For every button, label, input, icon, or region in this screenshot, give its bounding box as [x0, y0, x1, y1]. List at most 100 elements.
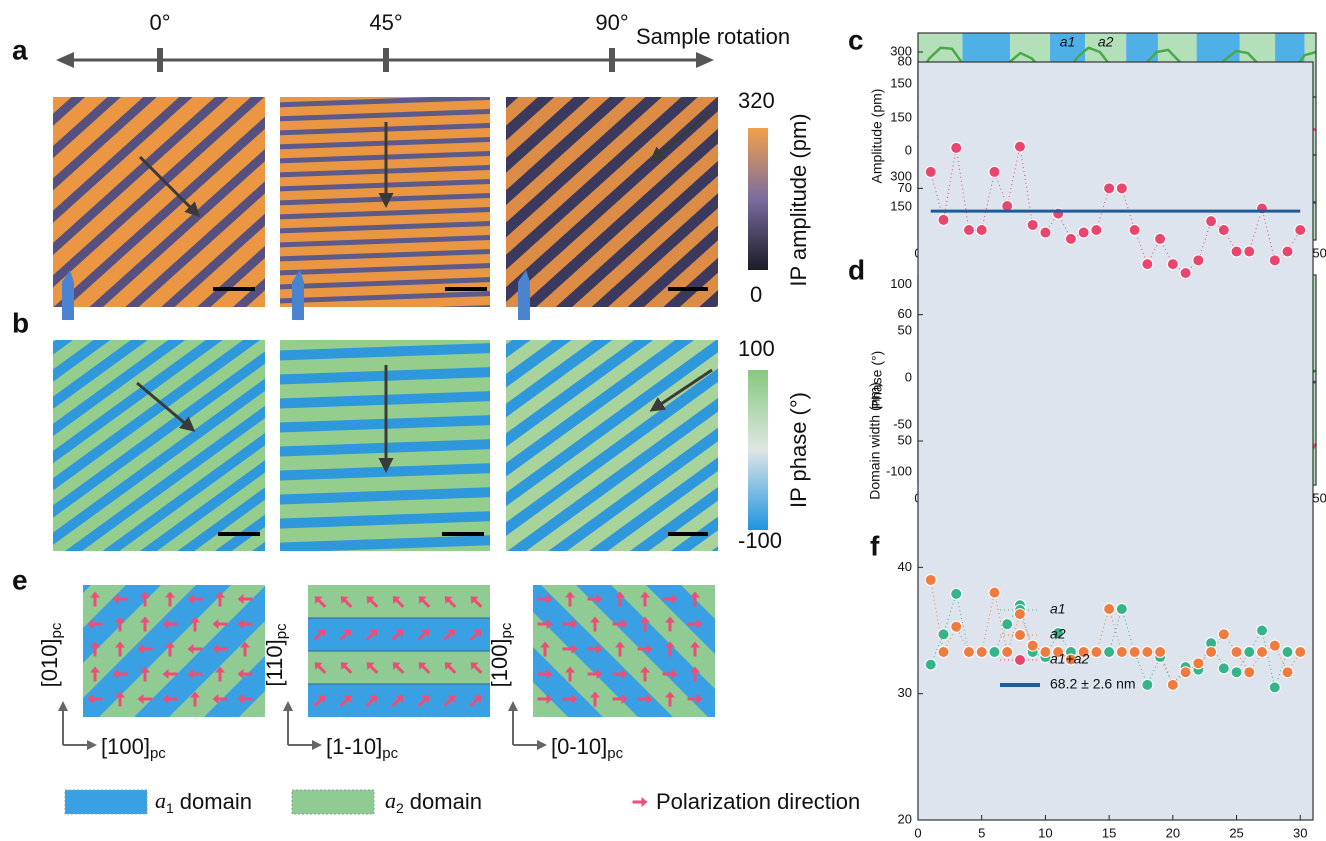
data-point [924, 165, 937, 178]
polarization-arrowhead [641, 797, 648, 807]
axis-subscript: pc [382, 745, 398, 762]
x-tick-label: 0 [914, 825, 921, 840]
legend-marker [1014, 629, 1026, 641]
polarization-arrowhead [665, 641, 675, 648]
polarization-arrowhead [665, 616, 675, 623]
data-point [1192, 657, 1205, 670]
polarization-arrowhead [395, 629, 404, 637]
legend-text: domain [180, 789, 252, 814]
data-point [1179, 666, 1192, 679]
y-axis-label: Phase (°) [869, 351, 885, 410]
crystal-axis-label: [100]pc [101, 734, 166, 762]
legend-subscript: 1 [166, 800, 174, 816]
direction-arrow [649, 368, 713, 412]
data-point [1179, 266, 1192, 279]
polarization-arrowhead [240, 641, 250, 648]
polarization-arrowhead [340, 596, 349, 604]
polarization-arrowhead [87, 619, 94, 629]
y-tick-label: 20 [898, 811, 912, 826]
domain-diagram [308, 585, 490, 717]
y-axis-label: Amplitude (pm) [869, 89, 885, 184]
angle-label: 0° [149, 10, 170, 35]
polarization-arrow [394, 598, 405, 608]
data-point [1217, 662, 1230, 675]
polarization-arrowhead [212, 644, 219, 654]
polarization-arrowhead [395, 695, 404, 703]
polarization-arrowhead [343, 695, 352, 703]
polarization-arrowhead [140, 591, 150, 598]
data-point [937, 628, 950, 641]
data-point [1128, 224, 1141, 237]
polarization-arrow [365, 697, 376, 707]
polarization-arrowhead [90, 591, 100, 598]
polarization-arrowhead [421, 629, 430, 637]
polarization-arrowhead [596, 594, 603, 604]
polarization-arrowhead [343, 629, 352, 637]
polarization-arrowhead [187, 594, 194, 604]
axis-tick [609, 48, 615, 72]
polarization-arrowhead [690, 591, 700, 598]
data-point [1039, 226, 1052, 239]
polarization-arrow [469, 631, 480, 641]
polarization-arrow [368, 664, 379, 674]
y-tick-label: 40 [898, 559, 912, 574]
legend-label: Polarization direction [656, 789, 860, 814]
data-point [1115, 645, 1128, 658]
data-point [988, 165, 1001, 178]
data-point [1026, 218, 1039, 231]
data-point [1268, 681, 1281, 694]
polarization-arrowhead [137, 694, 144, 704]
polarization-arrowhead [596, 669, 603, 679]
polarization-arrowhead [565, 591, 575, 598]
data-point [962, 224, 975, 237]
polarization-arrow [316, 664, 327, 674]
data-point [1294, 645, 1307, 658]
data-point [950, 620, 963, 633]
data-point [924, 658, 937, 671]
polarization-arrowhead [621, 669, 628, 679]
polarization-arrowhead [596, 644, 603, 654]
data-point [975, 224, 988, 237]
polarization-arrow [472, 598, 483, 608]
axis-index: [100] [487, 638, 512, 687]
polarization-arrowhead [571, 644, 578, 654]
polarization-arrowhead [162, 619, 169, 629]
data-point [1103, 645, 1116, 658]
data-point [1205, 645, 1218, 658]
colorbar-min: 0 [750, 282, 762, 307]
colorbar-max: 320 [738, 88, 775, 113]
data-point [1217, 224, 1230, 237]
axis-index: [110] [262, 639, 287, 686]
polarization-arrowhead [215, 666, 225, 673]
polarization-arrow [316, 598, 327, 608]
data-point [1268, 639, 1281, 652]
data-point [1026, 639, 1039, 652]
data-point [1103, 603, 1116, 616]
data-point [1064, 232, 1077, 245]
angle-label: 45° [369, 10, 402, 35]
polarization-arrowhead [115, 616, 125, 623]
polarization-arrowhead [696, 694, 703, 704]
data-point [1001, 645, 1014, 658]
a2-region [533, 612, 638, 717]
data-point [1090, 645, 1103, 658]
polarization-arrow [446, 598, 457, 608]
data-point [924, 573, 937, 586]
polarization-arrowhead [671, 669, 678, 679]
legend-swatch [291, 789, 375, 815]
colorbar [748, 370, 768, 530]
polarization-arrowhead [615, 591, 625, 598]
crystal-axis-label: [010]pc [37, 622, 65, 687]
crystal-axis-label: [1-10]pc [326, 734, 399, 762]
crystal-axis-label: [110]pc [262, 623, 290, 687]
polarization-arrowhead [473, 629, 482, 637]
data-point [1294, 224, 1307, 237]
y-tick-label: 300 [890, 43, 912, 58]
colorbars: 320 0 IP amplitude (pm) 100 -100 IP phas… [738, 88, 811, 553]
data-point [1166, 258, 1179, 271]
polarization-arrowhead [540, 641, 550, 648]
y-tick-label: -50 [893, 416, 912, 431]
polarization-arrowhead [696, 619, 703, 629]
data-point [1243, 645, 1256, 658]
